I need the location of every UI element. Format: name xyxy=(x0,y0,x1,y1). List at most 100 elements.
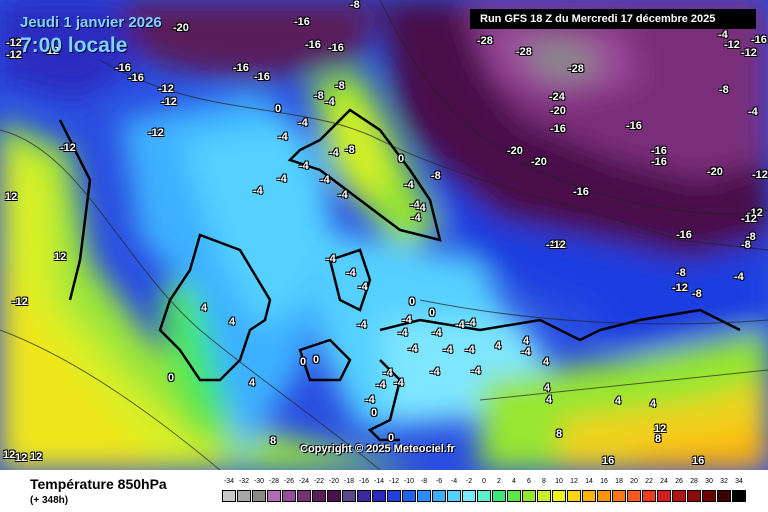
isotherm-label: 0 xyxy=(300,356,307,368)
isotherm-label: -12 xyxy=(6,37,22,49)
isotherm-label: 4 xyxy=(544,382,551,394)
isotherm-label: -28 xyxy=(516,46,532,58)
isotherm-label: -16 xyxy=(573,186,589,198)
isotherm-label: -4 xyxy=(376,379,386,391)
isotherm-label: -16 xyxy=(233,62,249,74)
isotherm-label: 0 xyxy=(409,296,416,308)
isotherm-label: -8 xyxy=(676,267,686,279)
isotherm-label: -16 xyxy=(305,39,321,51)
scale-swatch xyxy=(552,490,566,502)
isotherm-label: -12 xyxy=(752,169,768,181)
isotherm-label: -24 xyxy=(549,91,565,103)
scale-swatch xyxy=(612,490,626,502)
scale-tick-label: -14 xyxy=(373,478,385,485)
scale-swatch xyxy=(657,490,671,502)
isotherm-label: 0 xyxy=(275,103,282,115)
isotherm-label: -28 xyxy=(568,63,584,75)
isotherm-label: -16 xyxy=(328,42,344,54)
forecast-date: Jeudi 1 janvier 2026 xyxy=(20,14,162,31)
scale-swatch xyxy=(297,490,311,502)
isotherm-label: 4 xyxy=(546,394,553,406)
isotherm-label: -4 xyxy=(430,366,440,378)
color-scale: -34 -32 -30 -28 -26 -24 -22 -20 -18 -16 -14 -12 -10-… xyxy=(222,478,752,508)
scale-swatch xyxy=(387,490,401,502)
scale-swatch xyxy=(267,490,281,502)
isotherm-label: -4 xyxy=(398,327,408,339)
isotherm-label: 16 xyxy=(602,455,615,467)
isotherm-label: -8 xyxy=(719,84,729,96)
isotherm-label: -4 xyxy=(338,189,348,201)
isotherm-label: -12 xyxy=(741,47,757,59)
isotherm-label: 12 xyxy=(5,191,18,203)
scale-swatch xyxy=(522,490,536,502)
scale-swatch xyxy=(672,490,686,502)
isotherm-label: -4 xyxy=(358,281,368,293)
isotherm-label: -4 xyxy=(277,173,287,185)
isotherm-label: -12 xyxy=(161,96,177,108)
isotherm-label: -4 xyxy=(466,317,476,329)
map-graphic xyxy=(0,0,768,470)
isotherm-label: -16 xyxy=(751,34,767,46)
scale-tick-label: -26 xyxy=(283,478,295,485)
isotherm-label: -4 xyxy=(298,117,308,129)
isotherm-label: -4 xyxy=(455,319,465,331)
isotherm-label: -4 xyxy=(365,394,375,406)
isotherm-label: -4 xyxy=(734,271,744,283)
isotherm-label: 4 xyxy=(615,395,622,407)
isotherm-label: -4 xyxy=(410,199,420,211)
forecast-time: 7:00 locale xyxy=(20,34,128,57)
scale-tick-label: 18 xyxy=(615,478,623,485)
scale-tick-label: -16 xyxy=(358,478,370,485)
isotherm-label: 0 xyxy=(313,354,320,366)
scale-swatch xyxy=(327,490,341,502)
isotherm-label: -4 xyxy=(253,185,263,197)
isotherm-label: -4 xyxy=(411,212,421,224)
isotherm-label: -4 xyxy=(278,131,288,143)
scale-tick-label: -32 xyxy=(238,478,250,485)
scale-tick-label: 6 xyxy=(527,478,531,485)
scale-swatch xyxy=(687,490,701,502)
scale-swatch xyxy=(567,490,581,502)
isotherm-label: -16 xyxy=(626,120,642,132)
isotherm-label: -20 xyxy=(173,22,189,34)
isotherm-label: -4 xyxy=(748,106,758,118)
scale-tick-label: 20 xyxy=(630,478,638,485)
isotherm-label: 8 xyxy=(556,428,563,440)
isotherm-label: -12 xyxy=(747,207,763,219)
isotherm-label: -16 xyxy=(651,145,667,157)
isotherm-label: -12 xyxy=(550,239,566,251)
scale-tick-label: -8 xyxy=(420,478,428,485)
isotherm-label: -8 xyxy=(746,231,756,243)
scale-tick-label: 12 xyxy=(570,478,578,485)
isotherm-label: -4 xyxy=(346,267,356,279)
isotherm-label: -4 xyxy=(443,344,453,356)
isotherm-label: -4 xyxy=(416,202,426,214)
isotherm-label: 8 xyxy=(655,433,662,445)
model-run-label: Run GFS 18 Z du Mercredi 17 décembre 202… xyxy=(470,9,756,29)
isotherm-label: -4 xyxy=(394,377,404,389)
isotherm-label: 0 xyxy=(168,372,175,384)
isotherm-label: 12 xyxy=(15,452,28,464)
scale-tick-label: -34 xyxy=(223,478,235,485)
scale-swatch xyxy=(357,490,371,502)
isotherm-label: -12 xyxy=(12,296,28,308)
isotherm-label: -8 xyxy=(314,90,324,102)
isotherm-label: -20 xyxy=(707,166,723,178)
scale-tick-label: 14 xyxy=(585,478,593,485)
isotherm-label: -12 xyxy=(672,282,688,294)
scale-tick-label: 28 xyxy=(690,478,698,485)
isotherm-label: -16 xyxy=(128,72,144,84)
isotherm-label: -12 xyxy=(158,83,174,95)
isotherm-label: -8 xyxy=(350,0,360,11)
isotherm-label: -12 xyxy=(741,213,757,225)
isotherm-label: -4 xyxy=(404,179,414,191)
isotherm-label: 0 xyxy=(388,432,395,444)
scale-swatch xyxy=(702,490,716,502)
scale-tick-label: 10 xyxy=(555,478,563,485)
scale-swatch xyxy=(642,490,656,502)
isotherm-label: 4 xyxy=(249,377,256,389)
isotherm-label: 12 xyxy=(30,451,43,463)
scale-swatch xyxy=(462,490,476,502)
copyright-notice: Copyright © 2025 Meteociel.fr xyxy=(300,443,455,455)
isotherm-label: 4 xyxy=(229,316,236,328)
